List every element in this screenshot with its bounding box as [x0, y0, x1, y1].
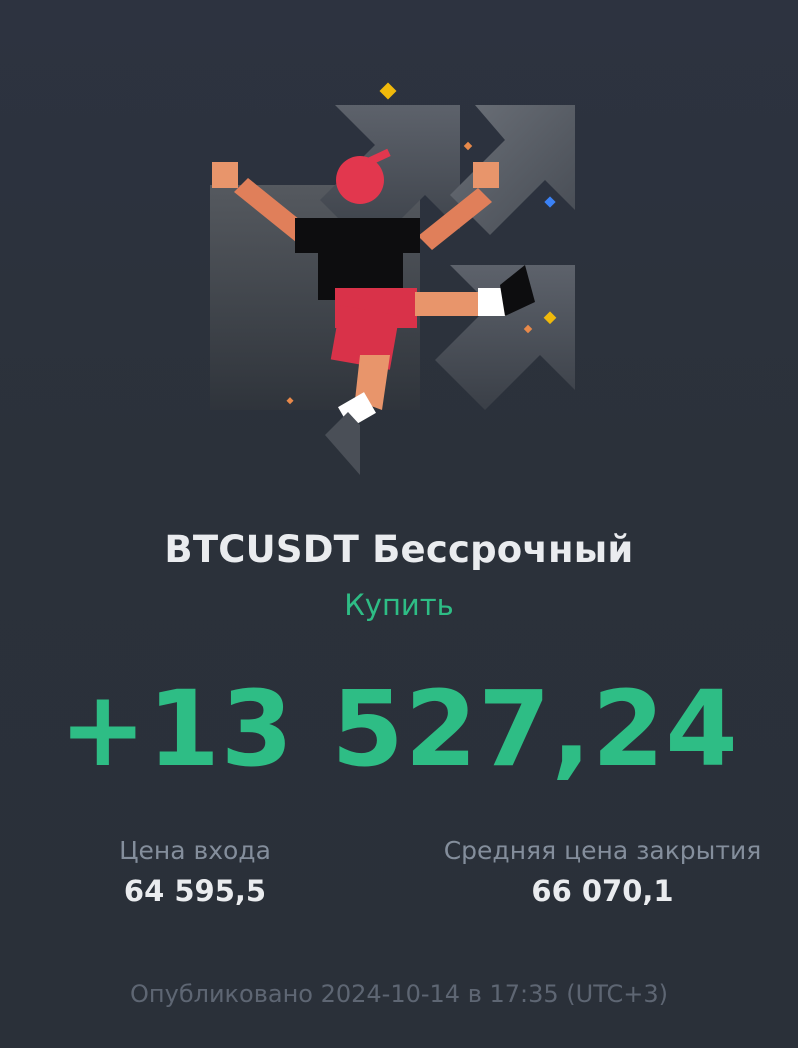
close-price-value: 66 070,1	[531, 874, 674, 908]
sparkle-icon	[463, 141, 473, 151]
sparkle-icon	[379, 82, 397, 100]
trade-side-label: Купить	[344, 588, 454, 622]
close-price-label: Средняя цена закрытия	[443, 836, 762, 865]
sparkle-icon	[286, 397, 294, 405]
jumping-person-icon	[212, 148, 535, 475]
celebration-illustration	[210, 82, 575, 475]
entry-price-block: Цена входа 64 595,5	[95, 834, 295, 912]
entry-price-label: Цена входа	[119, 836, 271, 865]
arrow-up-right-icon	[435, 265, 575, 410]
sparkle-icon	[544, 196, 556, 208]
published-timestamp: Опубликовано 2024-10-14 в 17:35 (UTC+3)	[130, 980, 668, 1008]
sparkle-icon	[523, 324, 533, 334]
pnl-value: +13 527,24	[59, 668, 739, 790]
entry-price-value: 64 595,5	[123, 874, 267, 908]
arrow-up-right-icon	[320, 105, 460, 250]
close-price-block: Средняя цена закрытия 66 070,1	[430, 834, 775, 912]
contract-title: BTCUSDT Бессрочный	[164, 528, 634, 571]
